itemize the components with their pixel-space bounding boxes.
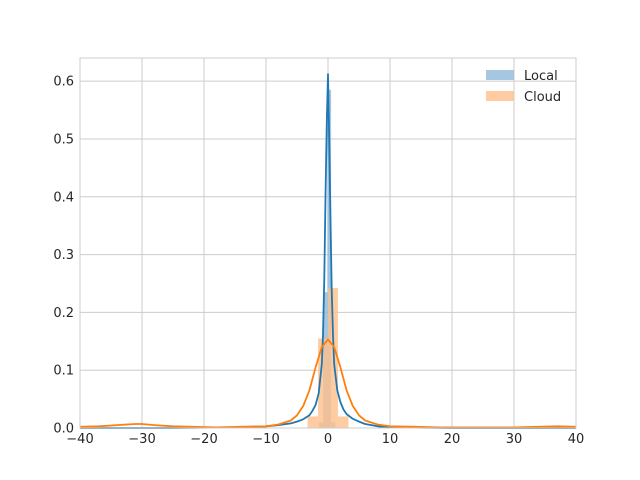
y-tick-label: 0.4 <box>53 190 74 205</box>
x-tick-label: 0 <box>324 432 332 447</box>
y-tick-label: 0.2 <box>53 306 74 321</box>
histogram-bar-cloud <box>318 338 328 428</box>
x-tick-label: 20 <box>444 432 461 447</box>
kde-line-cloud <box>79 338 577 429</box>
histogram-bar-local <box>327 89 332 428</box>
legend-label-local: Local <box>524 69 558 84</box>
histogram-bar-cloud <box>307 416 319 428</box>
y-tick-label: 0.5 <box>53 132 74 147</box>
y-tick-label: 0.0 <box>53 422 74 437</box>
legend: Local Cloud <box>486 69 561 105</box>
x-tick-label: 40 <box>568 432 585 447</box>
y-tick-label: 0.6 <box>53 75 74 90</box>
kde-lines <box>79 73 577 429</box>
x-tick-label: −10 <box>252 432 279 447</box>
y-axis-ticks: 0.0 0.1 0.2 0.3 0.4 0.5 0.6 <box>53 75 74 437</box>
x-tick-label: −20 <box>190 432 217 447</box>
plot-frame <box>79 57 577 429</box>
x-axis-ticks: −40 −30 −20 −10 0 10 20 30 40 <box>66 432 584 447</box>
x-tick-label: 30 <box>506 432 523 447</box>
x-tick-label: −30 <box>128 432 155 447</box>
y-tick-label: 0.3 <box>53 248 74 263</box>
y-tick-label: 0.1 <box>53 364 74 379</box>
histogram-bar-cloud <box>328 288 338 428</box>
kde-line-local <box>80 73 576 429</box>
legend-swatch-cloud <box>486 91 514 101</box>
histogram-bars <box>307 89 349 428</box>
x-tick-label: 10 <box>382 432 399 447</box>
histogram-bar-cloud <box>337 416 349 428</box>
legend-swatch-local <box>486 70 514 80</box>
legend-label-cloud: Cloud <box>524 90 561 105</box>
x-tick-label: −40 <box>66 432 93 447</box>
